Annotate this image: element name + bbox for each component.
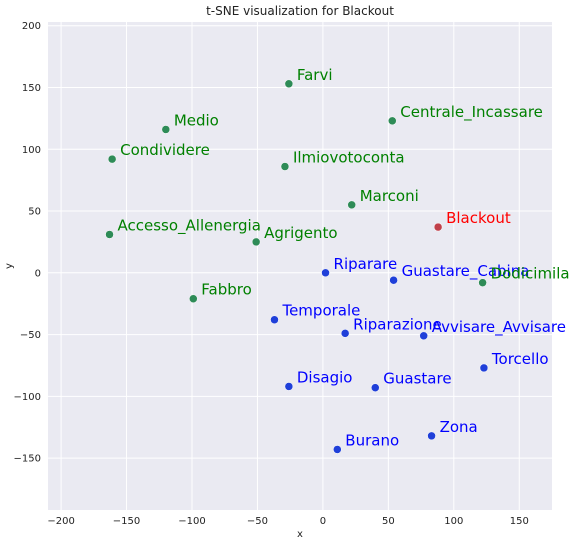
data-point [333,445,342,454]
data-point [270,315,279,324]
data-point [105,230,114,239]
data-point [189,294,198,303]
data-point [479,363,489,373]
point-label: Condividere [120,141,210,159]
point-label: Guastare [383,370,451,388]
data-point [321,268,330,278]
y-tick-label: 150 [22,83,41,94]
data-point [419,331,428,341]
data-point [433,222,443,232]
point-label: Temporale [281,302,360,320]
data-point [284,382,294,391]
data-point [251,237,261,247]
point-label: Accesso_Allenergia [118,216,261,235]
data-point [388,116,397,126]
data-point [340,329,350,338]
point-label: Marconi [360,187,419,205]
point-label: Riparazione [353,315,442,333]
x-axis-label: x [297,529,303,540]
plot-area [48,22,552,510]
chart-title: t-SNE visualization for Blackout [206,4,394,18]
point-label: Agrigento [264,224,337,242]
y-axis-label: y [4,263,15,269]
y-tick-label: 50 [28,207,41,218]
data-point [478,278,487,287]
data-point [347,200,356,210]
data-point [371,383,380,392]
point-label: Dodicimila [491,265,569,283]
point-label: Riparare [334,255,398,273]
x-tick-label: 50 [382,516,395,527]
y-tick-label: 200 [22,21,41,32]
point-label: Centrale_Incassare [400,103,543,122]
point-label: Disagio [297,368,353,386]
point-label: Avvisare_Avvisare [432,318,566,337]
y-tick-label: −100 [14,392,41,403]
x-tick-label: 150 [510,516,529,527]
x-tick-label: 100 [444,516,463,527]
point-label: Medio [174,111,219,129]
tick-labels: −200 −150 −100 −50 0 50 100 150 −150 −100 −50 0 50 10… [14,21,529,527]
point-label: Ilmiovotoconta [293,149,405,167]
point-label: Fabbro [201,281,252,299]
data-points [105,79,489,454]
x-tick-label: −150 [113,516,140,527]
y-tick-label: −150 [14,454,41,465]
data-point [427,431,436,441]
point-label: Farvi [297,66,333,84]
data-point [280,162,290,171]
point-label: Blackout [446,209,511,227]
x-tick-label: −200 [47,516,74,527]
x-tick-label: −50 [247,516,268,527]
point-label: Guastare_Cabina [402,262,530,281]
data-point [161,125,171,134]
data-point [107,154,117,164]
y-tick-label: 0 [35,268,41,279]
x-tick-label: −100 [178,516,205,527]
point-label: Burano [345,431,399,449]
x-tick-label: 0 [320,516,326,527]
data-point [284,79,294,89]
data-point [389,275,398,285]
y-tick-label: −50 [20,330,41,341]
point-label: Zona [440,418,478,436]
grid-lines [48,22,552,510]
point-labels: Farvi Centrale_Incassare Medio Condividere I… [118,66,569,450]
y-tick-label: 100 [22,145,41,156]
point-label: Torcello [491,350,549,368]
